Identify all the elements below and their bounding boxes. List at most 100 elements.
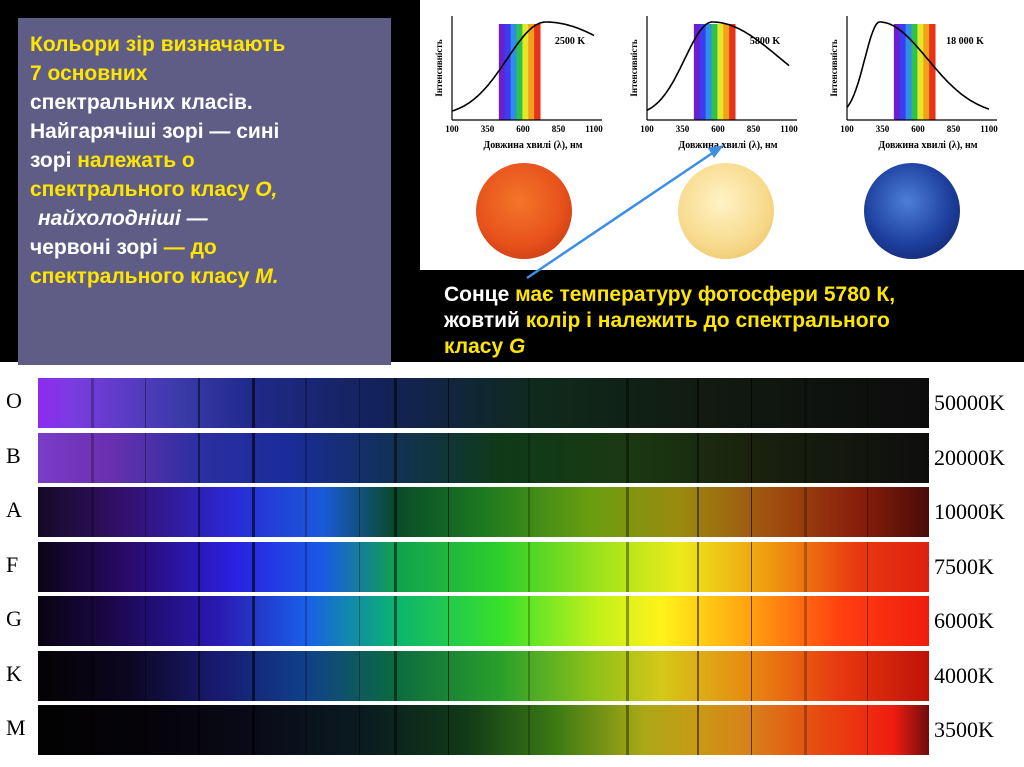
absorption-line <box>750 378 753 428</box>
absorption-line <box>528 705 530 755</box>
absorption-line <box>394 650 398 701</box>
tick-label: 850 <box>947 124 961 134</box>
absorption-line <box>750 432 753 483</box>
absorption-line <box>866 596 869 646</box>
info-line: спектрального класу М. <box>30 265 279 288</box>
absorption-line <box>305 432 307 483</box>
visible-band-stripe <box>899 24 907 120</box>
absorption-line <box>251 705 255 755</box>
spectrum-graph-2500k: 2500 K 100 350 600 850 1100 Довжина хвилі (λ),… <box>430 8 610 158</box>
x-axis-label: Довжина хвилі (λ), нм <box>878 140 977 151</box>
spectral-class-row: F 7500K <box>0 541 1024 592</box>
absorption-line <box>804 705 808 755</box>
absorption-line <box>358 378 361 428</box>
absorption-line <box>144 487 147 537</box>
info-line: спектрального класу О, <box>30 178 278 201</box>
intensity-curve <box>451 21 595 112</box>
visible-band-stripe <box>923 24 930 120</box>
yellow-star <box>678 163 774 259</box>
info-line: Кольори зір визначають <box>30 33 286 56</box>
absorption-line <box>697 705 699 755</box>
absorption-line <box>626 487 630 537</box>
spectral-class-row: A 10000K <box>0 487 1024 537</box>
absorption-line <box>528 378 530 428</box>
x-axis-label: Довжина хвилі (λ), нм <box>678 140 777 151</box>
absorption-line <box>697 596 699 646</box>
absorption-line <box>866 487 869 537</box>
absorption-line <box>144 650 147 701</box>
absorption-line <box>697 378 699 428</box>
class-letter: O <box>6 388 22 413</box>
absorption-line <box>697 650 699 701</box>
spectra-figure-panel: 2500 K 100 350 600 850 1100 Довжина хвилі (λ),… <box>420 0 1024 270</box>
tick-label: 850 <box>552 124 566 134</box>
tick-label: 1100 <box>980 124 998 134</box>
visible-band-stripe <box>917 24 924 120</box>
absorption-line <box>358 705 361 755</box>
info-line: спектральних класів. <box>30 91 253 114</box>
visible-band-stripe <box>711 24 718 120</box>
visible-band-stripe <box>510 24 518 120</box>
absorption-line <box>804 650 808 701</box>
absorption-line <box>91 487 95 537</box>
tick-label: 600 <box>516 124 530 134</box>
absorption-line <box>447 596 450 646</box>
class-letter: A <box>6 497 22 522</box>
intensity-curve <box>846 21 990 110</box>
absorption-line <box>251 541 255 592</box>
absorption-line <box>804 378 808 428</box>
absorption-line <box>626 378 630 428</box>
absorption-line <box>447 705 450 755</box>
absorption-line <box>804 596 808 646</box>
absorption-line <box>305 541 307 592</box>
absorption-line <box>750 596 753 646</box>
absorption-line <box>697 541 699 592</box>
visible-band-stripe <box>516 24 523 120</box>
visible-band-stripe <box>693 24 701 120</box>
spectrum-bar <box>38 432 929 483</box>
spectrum-bar <box>38 378 929 428</box>
spectral-class-row: B 20000K <box>0 432 1024 483</box>
absorption-line <box>750 650 753 701</box>
absorption-line <box>144 378 147 428</box>
tick-label: 600 <box>711 124 725 134</box>
info-line: зорі належать о <box>30 149 195 172</box>
absorption-line <box>394 596 398 646</box>
intensity-curve <box>646 21 790 111</box>
info-box: Кольори зір визначають 7 основних спектр… <box>18 18 391 365</box>
absorption-line <box>528 596 530 646</box>
class-temperature: 50000K <box>934 390 1005 415</box>
absorption-line <box>91 541 95 592</box>
info-line: 7 основних <box>30 62 148 85</box>
tick-label: 350 <box>676 124 690 134</box>
absorption-line <box>305 705 307 755</box>
visible-band-stripe <box>705 24 713 120</box>
info-line: червоні зорі — до <box>30 236 217 259</box>
tick-label: 350 <box>876 124 890 134</box>
absorption-line <box>91 596 95 646</box>
temperature-label: 2500 K <box>555 36 586 47</box>
info-line: Найгарячіші зорі — сині <box>30 120 280 143</box>
tick-label: 100 <box>640 124 654 134</box>
visible-band-stripe <box>528 24 535 120</box>
absorption-line <box>305 487 307 537</box>
tick-label: 850 <box>747 124 761 134</box>
absorption-line <box>198 487 200 537</box>
spectrum-bar <box>38 541 929 592</box>
class-letter: B <box>6 442 21 468</box>
absorption-line <box>358 541 361 592</box>
sun-caption-line: Сонце має температуру фотосфери 5780 К, <box>444 283 896 306</box>
absorption-line <box>198 432 200 483</box>
absorption-line <box>251 650 255 701</box>
absorption-line <box>626 705 630 755</box>
spectrum-graph-18000k: 18 000 K 100 350 600 850 1100 Довжина хвилі (λ… <box>825 8 1005 158</box>
spectrum-bar <box>38 487 929 537</box>
absorption-line <box>804 487 808 537</box>
absorption-line <box>251 487 255 537</box>
absorption-line <box>198 596 200 646</box>
absorption-line <box>91 378 95 428</box>
absorption-line <box>358 650 361 701</box>
absorption-line <box>251 596 255 646</box>
absorption-line <box>528 650 530 701</box>
